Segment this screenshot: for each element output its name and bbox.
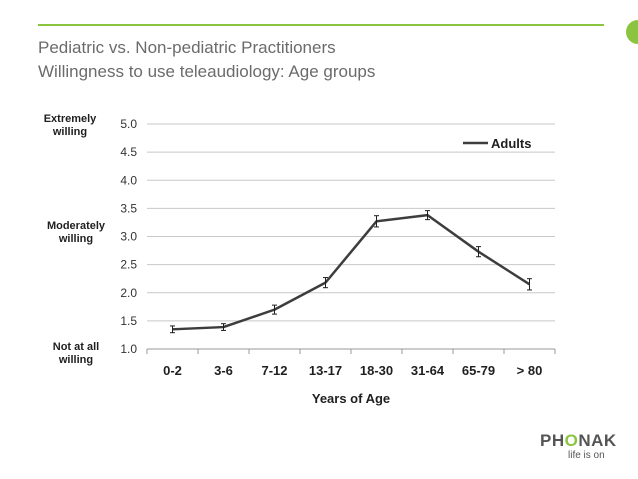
x-tick-label: 0-2 xyxy=(163,363,182,378)
x-axis-title: Years of Age xyxy=(312,391,390,406)
x-tick-label: 31-64 xyxy=(411,363,445,378)
y-tick-label: 1.5 xyxy=(120,314,137,328)
y-tick-label: 4.0 xyxy=(120,173,137,187)
x-tick-label: 13-17 xyxy=(309,363,342,378)
annotation-text: willing xyxy=(58,354,94,366)
legend-label: Adults xyxy=(491,136,531,151)
slide-title: Pediatric vs. Non-pediatric Practitioner… xyxy=(38,38,336,57)
y-tick-label: 2.5 xyxy=(120,258,137,272)
annotation-text: willing xyxy=(52,126,88,138)
annotation-text: willing xyxy=(58,233,94,245)
logo-o: O xyxy=(564,431,579,450)
annotation-text: Moderately xyxy=(46,220,106,232)
y-tick-label: 1.0 xyxy=(120,342,137,356)
logo-text: NAK xyxy=(578,431,617,450)
annotation-moderately-willing: Moderately willing xyxy=(38,220,114,246)
series-line-adults xyxy=(172,213,531,331)
x-tick-label: 7-12 xyxy=(261,363,287,378)
logo-tagline: life is on xyxy=(568,450,605,461)
x-tick-label: 65-79 xyxy=(462,363,495,378)
y-tick-label: 3.5 xyxy=(120,201,137,215)
y-tick-label: 5.0 xyxy=(120,117,137,131)
x-tick-label: 3-6 xyxy=(214,363,233,378)
x-tick-label: 18-30 xyxy=(360,363,393,378)
phonak-logo: PHONAK life is on xyxy=(540,432,617,462)
y-tick-label: 3.0 xyxy=(120,230,137,244)
x-tick-label: > 80 xyxy=(517,363,543,378)
logo-text: PH xyxy=(540,431,565,450)
header-accent-dot xyxy=(626,20,638,44)
y-tick-label: 2.0 xyxy=(120,286,137,300)
logo-wordmark: PHONAK xyxy=(540,432,617,450)
annotation-text: Extremely xyxy=(43,113,97,125)
y-tick-label: 4.5 xyxy=(120,145,137,159)
annotation-text: Not at all xyxy=(52,341,100,353)
annotation-not-at-all-willing: Not at all willing xyxy=(38,341,114,367)
header-rule xyxy=(38,24,604,26)
slide-subtitle: Willingness to use teleaudiology: Age gr… xyxy=(38,62,376,81)
annotation-extremely-willing: Extremely willing xyxy=(32,113,108,139)
